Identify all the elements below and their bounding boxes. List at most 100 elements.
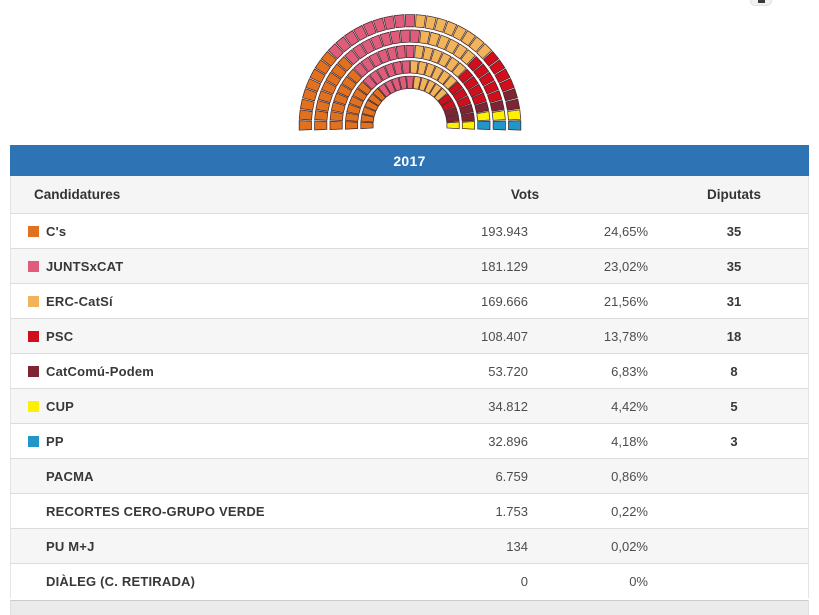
parliament-seat bbox=[314, 110, 329, 121]
parliament-seat bbox=[437, 69, 451, 85]
parliament-seat bbox=[457, 68, 474, 84]
party-name: PP bbox=[46, 433, 64, 449]
parliament-seat bbox=[383, 15, 396, 31]
parliament-seat bbox=[320, 50, 338, 67]
party-votes: 169.666 bbox=[481, 293, 528, 309]
parliament-seat bbox=[424, 15, 437, 31]
parliament-seat bbox=[441, 99, 456, 112]
parliament-seat bbox=[491, 110, 506, 121]
party-color-swatch bbox=[28, 225, 39, 237]
election-results-table: 2017 Candidatures Vots Diputats C's 193.… bbox=[10, 145, 809, 598]
parliament-seat bbox=[430, 65, 444, 81]
parliament-seat bbox=[418, 77, 429, 92]
parliament-seat bbox=[372, 87, 387, 102]
party-name: JUNTSxCAT bbox=[46, 258, 124, 274]
parliament-seat bbox=[430, 48, 443, 64]
party-percentage: 23,02% bbox=[603, 258, 648, 274]
parliament-seat bbox=[424, 62, 436, 78]
parliament-seat bbox=[298, 120, 312, 131]
parliament-seat bbox=[298, 109, 313, 121]
parliament-seat bbox=[429, 83, 443, 98]
table-body: C's 193.943 24,65% 35 JUNTSxCAT 181.129 … bbox=[10, 213, 809, 598]
parliament-seat bbox=[417, 60, 428, 76]
parliament-seat bbox=[505, 98, 521, 111]
parliament-seat bbox=[315, 99, 331, 112]
parliament-seat bbox=[327, 43, 344, 60]
party-percentage: 0,22% bbox=[611, 503, 648, 519]
parliament-seat bbox=[477, 120, 491, 131]
parliament-seat bbox=[376, 65, 390, 81]
parliament-seat bbox=[445, 56, 460, 73]
parliament-seat bbox=[452, 87, 468, 102]
parliament-seat bbox=[410, 60, 419, 74]
party-percentage: 21,56% bbox=[603, 293, 648, 309]
parliament-seat bbox=[360, 113, 375, 123]
table-row: PSC 108.407 13,78% 18 bbox=[11, 318, 808, 353]
party-percentage: 4,18% bbox=[611, 433, 648, 449]
table-row: PU M+J 134 0,02% bbox=[11, 528, 808, 563]
party-color-swatch bbox=[28, 260, 39, 272]
parliament-seat bbox=[352, 87, 368, 102]
parliament-seat bbox=[348, 95, 364, 108]
parliament-seat bbox=[314, 59, 331, 75]
parliament-seat bbox=[398, 75, 408, 90]
party-votes: 1.753 bbox=[495, 503, 528, 519]
parliament-seat bbox=[305, 78, 322, 93]
parliament-seat bbox=[468, 36, 485, 53]
parliament-seat bbox=[346, 68, 363, 84]
party-name: DIÀLEG (C. RETIRADA) bbox=[46, 573, 196, 589]
parliament-seat bbox=[498, 78, 515, 93]
party-color-swatch bbox=[28, 435, 39, 447]
table-row: DIÀLEG (C. RETIRADA) 0 0% bbox=[11, 563, 808, 598]
table-row: CatComú-Podem 53.720 6,83% 8 bbox=[11, 353, 808, 388]
parliament-seat bbox=[444, 38, 460, 55]
parliament-seat bbox=[460, 49, 476, 66]
header-diputats: Diputats bbox=[707, 187, 761, 202]
parliament-seat bbox=[482, 50, 500, 67]
parliament-seat bbox=[473, 63, 490, 79]
party-color-swatch bbox=[28, 330, 39, 342]
parliament-seat bbox=[386, 46, 398, 61]
year-header-bar: 2017 bbox=[10, 145, 809, 176]
parliament-seat bbox=[467, 55, 483, 72]
fragment-dash bbox=[758, 0, 765, 3]
parliament-seat bbox=[360, 56, 375, 73]
parliament-seat bbox=[362, 20, 377, 37]
parliament-seat bbox=[356, 81, 372, 96]
party-votes: 134 bbox=[506, 538, 528, 554]
parliament-seat bbox=[336, 83, 353, 98]
parliament-seat bbox=[369, 34, 384, 51]
party-color-swatch bbox=[28, 365, 39, 377]
table-row: CUP 34.812 4,42% 5 bbox=[11, 388, 808, 423]
hemicycle-svg bbox=[298, 14, 522, 131]
party-name: RECORTES CERO-GRUPO VERDE bbox=[46, 503, 265, 519]
party-votes: 34.812 bbox=[488, 398, 528, 414]
parliament-seat bbox=[451, 62, 467, 78]
parliament-seat bbox=[377, 48, 390, 64]
parliament-seat bbox=[329, 111, 344, 122]
parliament-seat bbox=[404, 14, 416, 28]
parliament-seat bbox=[384, 79, 396, 95]
parliament-seat bbox=[341, 75, 357, 91]
next-section-edge bbox=[10, 600, 809, 615]
party-votes: 53.720 bbox=[488, 363, 528, 379]
parliament-seat bbox=[422, 46, 434, 61]
parliament-seat bbox=[317, 90, 333, 104]
parliament-seat bbox=[384, 62, 396, 78]
party-votes: 108.407 bbox=[481, 328, 528, 344]
party-votes: 6.759 bbox=[495, 468, 528, 484]
parliament-seat bbox=[445, 113, 460, 123]
parliament-seat bbox=[487, 90, 503, 104]
parliament-seat bbox=[389, 30, 401, 45]
parliament-seat bbox=[325, 71, 342, 87]
parliament-seat bbox=[368, 52, 383, 68]
parliament-seat bbox=[412, 75, 422, 90]
parliament-seat bbox=[392, 60, 403, 76]
party-votes: 0 bbox=[520, 573, 528, 589]
parliament-seat bbox=[309, 68, 326, 84]
parliament-seat bbox=[443, 106, 459, 117]
parliament-seat bbox=[399, 29, 410, 43]
parliament-seat bbox=[314, 120, 328, 131]
parliament-seat bbox=[442, 75, 458, 90]
parliament-seat bbox=[434, 17, 448, 33]
